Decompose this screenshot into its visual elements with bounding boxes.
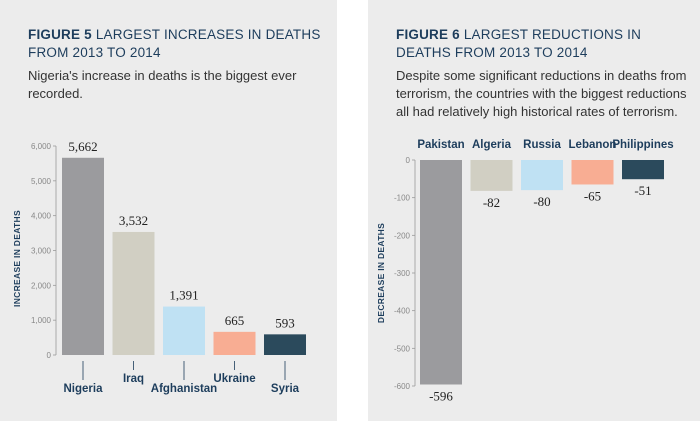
figure-5-title-text: LARGEST INCREASES IN DEATHS FROM 2013 TO… [28,27,321,60]
y-tick-label: 0 [47,351,52,360]
y-tick-label: -600 [394,382,411,391]
data-label: -80 [533,194,550,209]
figure-6-label: FIGURE 6 [396,27,460,42]
data-label: 1,391 [169,288,198,303]
y-tick-label: 4,000 [31,212,52,221]
category-label: Russia [523,139,561,151]
category-label: Iraq [123,373,144,385]
bar-iraq [112,231,155,355]
figure-6-panel: FIGURE 6 LARGEST REDUCTIONS IN DEATHS FR… [368,0,700,421]
y-tick-label: 6,000 [31,142,52,151]
category-label: Nigeria [64,383,104,395]
y-axis-label: DECREASE IN DEATHS [376,223,386,323]
y-tick-label: -400 [394,307,411,316]
figure-5-label: FIGURE 5 [28,27,92,42]
figure-6-title: FIGURE 6 LARGEST REDUCTIONS IN DEATHS FR… [396,26,696,62]
figure-5-subtitle: Nigeria's increase in deaths is the bigg… [28,68,297,101]
category-label: Lebanon [569,139,617,151]
bar-lebanon [571,160,614,185]
bar-russia [521,160,563,191]
data-label: -596 [429,388,453,403]
bar-ukraine [213,331,256,355]
y-axis-label: INCREASE IN DEATHS [12,210,22,307]
figure-6-title-text: LARGEST REDUCTIONS IN DEATHS FROM 2013 T… [396,27,642,60]
y-tick-label: 3,000 [31,247,52,256]
figure-6-chart: 0 -100 -200 -300 -400 -500 -600 DECREASE IN DEA… [376,139,674,403]
data-label: 3,532 [119,213,148,228]
y-tick-label: 0 [406,156,411,165]
figure-5-chart: 0 1,000 2,000 3,000 4,000 5,000 6,000 INCREASE … [12,139,306,395]
bar-syria [264,334,306,355]
category-label: Syria [271,383,300,395]
category-label: Philippines [612,139,673,151]
category-label: Ukraine [213,373,255,385]
y-tick-label: 5,000 [31,177,52,186]
y-tick-label: -100 [394,194,411,203]
y-tick-label: 1,000 [31,316,52,325]
data-label: 593 [275,315,295,330]
figure-5-title: FIGURE 5 LARGEST INCREASES IN DEATHS FRO… [28,26,328,62]
category-label: Pakistan [417,139,464,151]
y-tick-label: -200 [394,231,411,240]
data-label: -65 [584,188,601,203]
figure-6-subtitle: Despite some significant reductions in d… [396,68,687,119]
y-tick-label: 2,000 [31,281,52,290]
data-label: -82 [483,195,500,210]
category-label: Afghanistan [151,383,217,395]
bar-afghanistan [163,306,205,355]
bar-algeria [470,160,513,191]
data-label: -51 [634,183,651,198]
y-tick-label: -500 [394,344,411,353]
category-label: Algeria [472,139,512,151]
data-label: 665 [225,313,245,328]
data-label: 5,662 [68,139,97,154]
bar-nigeria [62,157,104,355]
figure-5-panel: FIGURE 5 LARGEST INCREASES IN DEATHS FRO… [0,0,337,421]
bar-philippines [622,160,664,180]
y-tick-label: -300 [394,269,411,278]
bar-pakistan [420,160,462,385]
